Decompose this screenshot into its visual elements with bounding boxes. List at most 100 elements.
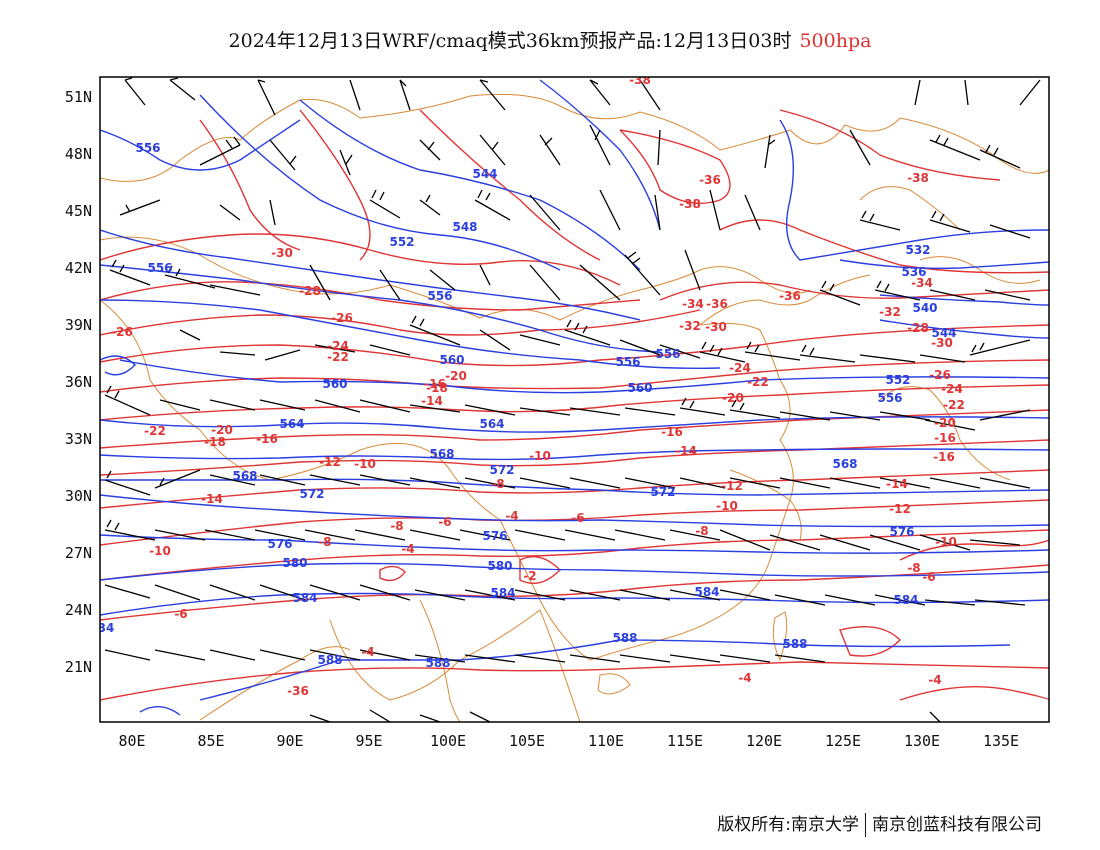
lat-axis-labels: 51N 48N 45N 42N 39N 36N 33N 30N 27N 24N … bbox=[65, 88, 92, 676]
map-title: 2024年12月13日WRF/cmaq模式36km预报产品:12月13日03时 5… bbox=[0, 26, 1100, 53]
map-frame-border bbox=[99, 76, 1050, 723]
height-label: 588 bbox=[782, 637, 807, 651]
temp-label: -28 bbox=[907, 321, 929, 335]
lon-label: 100E bbox=[430, 732, 466, 750]
lon-label: 125E bbox=[825, 732, 861, 750]
height-label: 576 bbox=[889, 525, 914, 539]
temp-label: -38 bbox=[629, 73, 651, 87]
lon-label: 110E bbox=[588, 732, 624, 750]
temp-label: -6 bbox=[438, 515, 451, 529]
height-contour-labels: 556 544 548 552 556 556 560 560 556 556 … bbox=[100, 141, 957, 670]
temp-label: -22 bbox=[327, 350, 349, 364]
height-contours bbox=[100, 79, 1049, 716]
temp-label: -8 bbox=[491, 477, 504, 491]
wind-barbs bbox=[104, 77, 1041, 722]
temp-label: -2 bbox=[523, 569, 536, 583]
temp-label: -10 bbox=[716, 499, 738, 513]
temperature-contour-labels: -38 -36 -38 -38 -30 -28 -26 -26 -24 -22 … bbox=[111, 73, 965, 698]
lat-label: 45N bbox=[65, 202, 92, 220]
height-label: 548 bbox=[452, 220, 477, 234]
temp-label: -10 bbox=[354, 457, 376, 471]
temp-label: -24 bbox=[327, 339, 349, 353]
temp-label: -4 bbox=[928, 673, 941, 687]
lon-label: 120E bbox=[746, 732, 782, 750]
lat-label: 21N bbox=[65, 658, 92, 676]
height-label: 584 bbox=[694, 585, 719, 599]
temp-label: -6 bbox=[922, 570, 935, 584]
temp-label: -12 bbox=[889, 502, 911, 516]
temp-label: -14 bbox=[886, 477, 908, 491]
temp-label: -16 bbox=[934, 431, 956, 445]
height-label: 580 bbox=[282, 556, 307, 570]
footer-separator bbox=[865, 813, 866, 837]
lon-label: 80E bbox=[118, 732, 145, 750]
height-label: 560 bbox=[627, 381, 652, 395]
temp-label: -16 bbox=[661, 425, 683, 439]
temp-label: -38 bbox=[907, 171, 929, 185]
temp-label: -26 bbox=[331, 311, 353, 325]
height-label: 556 bbox=[135, 141, 160, 155]
height-label: 564 bbox=[479, 417, 504, 431]
temperature-contours bbox=[100, 109, 1049, 701]
temp-label: -6 bbox=[174, 607, 187, 621]
temp-label: -30 bbox=[271, 246, 293, 260]
lat-label: 30N bbox=[65, 487, 92, 505]
temp-label: -30 bbox=[931, 336, 953, 350]
temp-label: -36 bbox=[287, 684, 309, 698]
height-label: 580 bbox=[487, 559, 512, 573]
temp-label: -20 bbox=[722, 391, 744, 405]
lat-label: 39N bbox=[65, 316, 92, 334]
temp-label: -16 bbox=[424, 377, 446, 391]
temp-label: -26 bbox=[929, 368, 951, 382]
height-label: 576 bbox=[267, 537, 292, 551]
lat-label: 42N bbox=[65, 259, 92, 277]
height-label: 552 bbox=[885, 373, 910, 387]
temp-label: -20 bbox=[445, 369, 467, 383]
height-label: 584 bbox=[490, 586, 515, 600]
lat-label: 36N bbox=[65, 373, 92, 391]
lon-label: 135E bbox=[983, 732, 1019, 750]
temp-label: -34 bbox=[911, 276, 933, 290]
lat-label: 51N bbox=[65, 88, 92, 106]
height-label: 588 bbox=[612, 631, 637, 645]
company-text: 南京创蓝科技有限公司 bbox=[872, 815, 1042, 835]
temp-label: -22 bbox=[943, 398, 965, 412]
temp-label: -12 bbox=[319, 455, 341, 469]
temp-label: -26 bbox=[111, 325, 133, 339]
temp-label: -32 bbox=[879, 305, 901, 319]
lon-label: 95E bbox=[355, 732, 382, 750]
height-label: 572 bbox=[299, 487, 324, 501]
temp-label: -10 bbox=[529, 449, 551, 463]
lat-label: 48N bbox=[65, 145, 92, 163]
height-label: 552 bbox=[389, 235, 414, 249]
temp-label: -14 bbox=[201, 492, 223, 506]
temp-label: -36 bbox=[706, 297, 728, 311]
height-label: 540 bbox=[912, 301, 937, 315]
lon-axis-labels: 80E 85E 90E 95E 100E 105E 110E 115E 120E… bbox=[118, 732, 1019, 750]
height-label: 568 bbox=[232, 469, 257, 483]
temp-label: -34 bbox=[682, 297, 704, 311]
height-label: 572 bbox=[650, 485, 675, 499]
temp-label: -4 bbox=[361, 645, 374, 659]
lon-label: 105E bbox=[509, 732, 545, 750]
lon-label: 85E bbox=[197, 732, 224, 750]
temp-label: -38 bbox=[679, 197, 701, 211]
title-main: 2024年12月13日WRF/cmaq模式36km预报产品:12月13日03时 bbox=[228, 30, 792, 52]
pressure-level: 500hpa bbox=[799, 30, 872, 52]
temp-label: -36 bbox=[779, 289, 801, 303]
lon-label: 130E bbox=[904, 732, 940, 750]
copyright-text: 版权所有:南京大学 bbox=[717, 815, 859, 835]
height-label: 556 bbox=[427, 289, 452, 303]
height-label: 556 bbox=[147, 261, 172, 275]
temp-label: -6 bbox=[571, 511, 584, 525]
temp-label: -18 bbox=[426, 381, 448, 395]
temp-label: -10 bbox=[149, 544, 171, 558]
temp-label: -32 bbox=[679, 319, 701, 333]
footer-credits: 版权所有:南京大学 南京创蓝科技有限公司 bbox=[717, 810, 1042, 837]
temp-label: -22 bbox=[747, 375, 769, 389]
temp-label: -24 bbox=[729, 361, 751, 375]
height-label: 568 bbox=[832, 457, 857, 471]
temp-label: -4 bbox=[401, 542, 414, 556]
height-label: 568 bbox=[429, 447, 454, 461]
